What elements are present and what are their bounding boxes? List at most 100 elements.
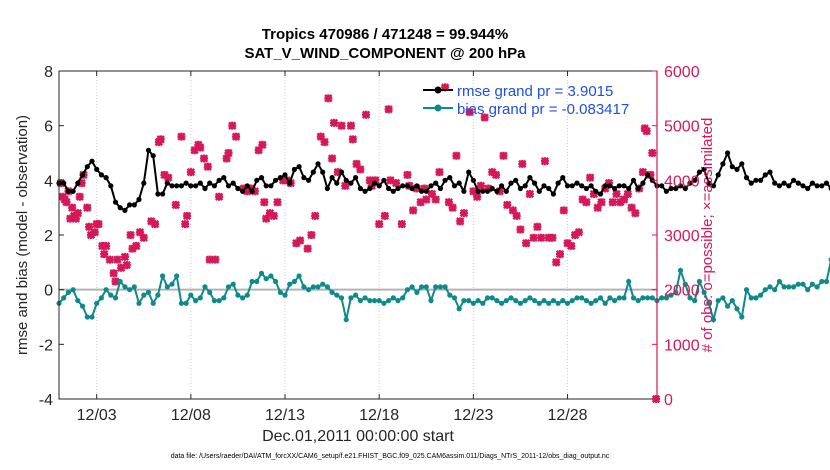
bias-point	[202, 284, 208, 290]
obs-count-point	[341, 181, 350, 190]
obs-count-point	[435, 167, 444, 177]
rmse-point	[193, 183, 199, 189]
obs-count-point	[68, 203, 77, 212]
obs-count-point	[412, 184, 422, 193]
obs-count-point	[533, 222, 542, 231]
obs-count-point	[199, 154, 209, 163]
rmse-point	[706, 180, 712, 186]
x-tick-labels: 12/03 12/08 12/13 12/18 12/23 12/28	[77, 407, 588, 424]
obs-count-point	[190, 146, 199, 155]
rmse-point	[353, 175, 359, 181]
rmse-point	[574, 180, 580, 186]
obs-count-point	[117, 263, 126, 272]
bias-point	[386, 298, 392, 304]
obs-count-point	[250, 187, 260, 196]
bias-point	[593, 298, 599, 304]
rmse-point	[809, 180, 816, 186]
obs-count-point	[559, 206, 568, 215]
rmse-point	[772, 180, 778, 186]
bias-point	[423, 284, 429, 290]
bias-point	[254, 278, 260, 285]
bias-point	[461, 298, 467, 304]
bias-point	[98, 295, 104, 301]
bias-point	[546, 300, 552, 306]
y-left-tick-labels: -4 -2 0 2 4 6 8	[39, 64, 53, 409]
bias-point	[767, 284, 773, 290]
bias-point	[376, 298, 382, 304]
obs-count-point	[499, 151, 508, 160]
bias-point	[433, 284, 439, 290]
legend-bias-label: bias grand pr = -0.083417	[457, 101, 629, 118]
y-right-tick-label: 6000	[664, 64, 700, 81]
obs-count-point	[109, 269, 118, 278]
bias-point	[282, 292, 288, 298]
rmse-point	[400, 183, 406, 189]
rmse-point	[178, 183, 184, 189]
bias-point	[489, 295, 495, 301]
rmse-point	[221, 175, 227, 181]
bias-point	[522, 298, 528, 304]
obs-count-point	[113, 255, 122, 264]
bias-point	[169, 281, 175, 287]
rmse-point	[607, 183, 613, 189]
obs-count-point	[555, 249, 565, 259]
rmse-point	[781, 180, 787, 186]
rmse-point	[819, 183, 825, 189]
bias-point	[367, 298, 373, 304]
rmse-point	[291, 166, 297, 172]
bias-point	[315, 284, 321, 290]
bias-point	[437, 284, 443, 290]
rmse-point	[508, 180, 514, 186]
obs-count-point	[512, 211, 521, 221]
rmse-point	[136, 196, 142, 203]
obs-count-point	[465, 107, 474, 117]
rmse-point	[207, 180, 213, 186]
rmse-point	[419, 188, 425, 194]
obs-count-point	[518, 159, 527, 169]
bias-point	[630, 295, 637, 301]
bias-point	[216, 298, 222, 304]
rmse-point	[108, 183, 114, 189]
rmse-point	[65, 188, 71, 194]
rmse-point	[673, 185, 679, 192]
rmse-point	[541, 183, 547, 189]
bias-point	[805, 287, 811, 293]
rmse-point	[225, 183, 232, 189]
bias-point	[65, 289, 71, 295]
rmse-point	[739, 161, 745, 167]
bias-point	[597, 295, 604, 301]
bias-point	[475, 298, 481, 304]
rmse-point	[677, 183, 684, 189]
rmse-point	[555, 180, 561, 186]
rmse-point	[211, 183, 217, 189]
obs-count-point	[403, 170, 412, 180]
rmse-point	[423, 188, 429, 194]
bias-point	[692, 298, 698, 304]
bias-point	[800, 281, 806, 287]
bias-point	[772, 287, 778, 293]
rmse-point	[499, 183, 505, 189]
bias-point	[447, 292, 453, 298]
rmse-point	[287, 180, 293, 186]
obs-count-point	[619, 195, 629, 204]
obs-count-point	[574, 228, 583, 237]
obs-count-point	[352, 159, 361, 169]
obs-count-point	[422, 195, 431, 204]
obs-count-point	[186, 167, 195, 177]
bias-point	[781, 284, 787, 290]
obs-count-point	[476, 181, 486, 190]
obs-count-point	[638, 167, 648, 177]
bias-point	[607, 295, 613, 301]
rmse-point	[371, 180, 378, 186]
bias-point	[645, 295, 651, 301]
rmse-point	[202, 185, 208, 192]
obs-count-point	[427, 189, 437, 199]
rmse-point	[560, 175, 566, 181]
bias-point	[79, 303, 86, 309]
x-tick-label: 12/18	[359, 407, 399, 424]
bias-point	[809, 281, 816, 287]
bias-point	[456, 306, 462, 312]
bias-point	[612, 298, 618, 304]
bias-point	[141, 292, 147, 298]
rmse-point	[494, 188, 500, 194]
